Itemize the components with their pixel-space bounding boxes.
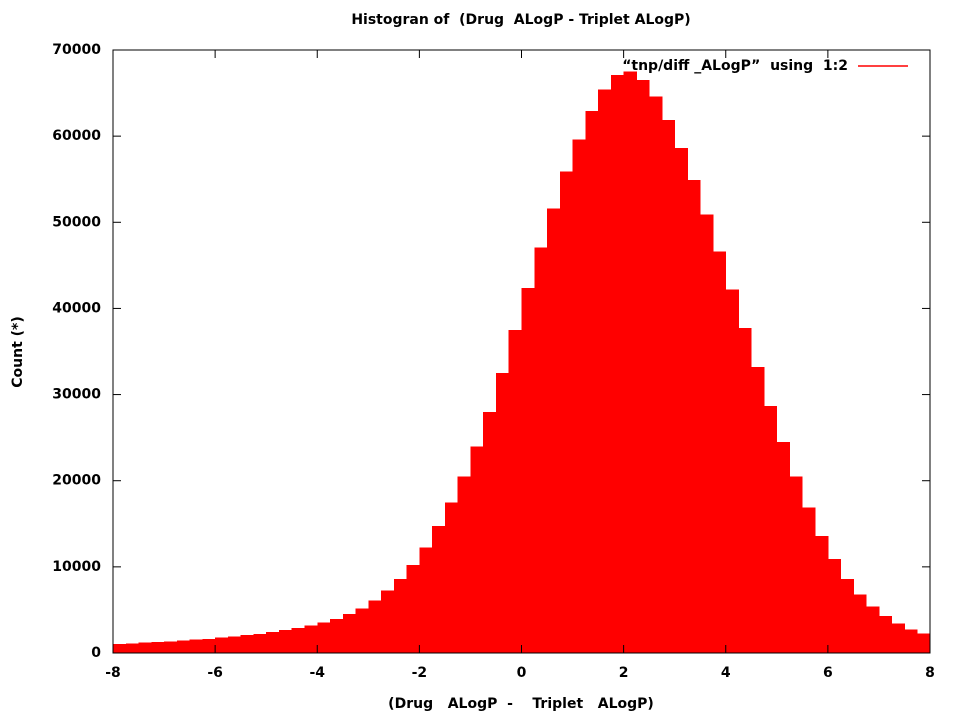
histogram-bar — [764, 405, 778, 653]
histogram-bar — [406, 565, 420, 653]
y-tick-label: 10000 — [52, 559, 101, 575]
histogram-bar — [215, 637, 229, 653]
histogram-bar — [330, 618, 344, 653]
y-tick-label: 50000 — [52, 214, 101, 230]
histogram-bar — [368, 600, 382, 653]
histogram-bar — [521, 287, 535, 653]
histogram-bar — [636, 80, 650, 653]
plot-area — [113, 71, 931, 654]
histogram-bar — [585, 111, 599, 653]
histogram-bar — [712, 251, 727, 653]
histogram-bar — [419, 547, 433, 653]
y-tick-label: 70000 — [52, 42, 101, 58]
histogram-bar — [342, 614, 356, 653]
histogram-bar — [802, 507, 816, 653]
histogram-bar — [240, 635, 254, 653]
histogram-bar — [789, 476, 803, 653]
y-tick-label: 0 — [91, 645, 101, 661]
x-tick-label: 6 — [823, 665, 833, 681]
histogram-bar — [291, 627, 305, 653]
histogram-bar — [827, 559, 842, 653]
histogram-bar — [891, 623, 905, 653]
histogram-bar — [189, 639, 203, 653]
x-tick-label: -2 — [412, 665, 428, 681]
histogram-bar — [138, 642, 152, 653]
histogram-bar — [661, 119, 676, 654]
histogram-bar — [317, 622, 331, 653]
histogram-bar — [176, 640, 190, 653]
histogram-bar — [444, 502, 459, 653]
y-tick-label: 30000 — [52, 387, 101, 403]
histogram-bar — [495, 373, 510, 653]
histogram-bar — [534, 247, 548, 653]
histogram-bar — [227, 636, 242, 653]
histogram-bar — [751, 367, 765, 653]
histogram-bar — [674, 148, 688, 653]
legend-label: “tnp/diff _ALogP” using 1:2 — [622, 58, 848, 74]
histogram-bar — [866, 606, 880, 653]
histogram-bar — [700, 214, 714, 654]
y-tick-label: 60000 — [52, 128, 101, 144]
histogram-bar — [164, 641, 178, 653]
y-tick-label: 40000 — [52, 300, 101, 316]
histogram-bar — [253, 633, 267, 653]
histogram-bar — [738, 328, 752, 653]
y-axis-label: Count (*) — [10, 316, 26, 388]
histogram-bar — [508, 329, 522, 653]
x-tick-label: 2 — [619, 665, 629, 681]
histogram-bar — [623, 71, 637, 654]
histogram-bar — [470, 446, 484, 653]
histogram-bar — [725, 289, 739, 653]
histogram-bar — [559, 171, 573, 653]
histogram-bar — [457, 476, 471, 653]
histogram-bar — [304, 625, 318, 653]
histogram-bar — [610, 74, 625, 653]
x-tick-label: -8 — [105, 665, 121, 681]
histogram-bar — [125, 643, 139, 653]
histogram-bar — [815, 535, 829, 653]
histogram-bar — [572, 139, 586, 654]
histogram-bar — [151, 642, 165, 653]
x-axis-label: (Drug ALogP - Triplet ALogP) — [388, 696, 654, 712]
histogram-bar — [266, 632, 280, 653]
histogram-bar — [113, 644, 127, 653]
histogram-bar — [393, 578, 408, 653]
histogram-bar — [878, 615, 893, 653]
histogram-bar — [687, 180, 701, 653]
histogram-bar — [381, 590, 395, 653]
x-tick-label: -4 — [309, 665, 325, 681]
x-tick-label: 4 — [721, 665, 731, 681]
histogram-bar — [355, 608, 369, 653]
histogram-bar — [432, 525, 446, 653]
histogram-bar — [904, 629, 918, 653]
chart-title: Histogran of (Drug ALogP - Triplet ALogP… — [351, 12, 690, 28]
histogram-bar — [853, 594, 867, 653]
histogram-bar — [649, 96, 663, 653]
histogram-bar — [202, 638, 216, 653]
histogram-bar — [776, 441, 790, 653]
histogram-bar — [483, 411, 497, 653]
histogram-bar — [547, 208, 561, 653]
histogram-bar — [278, 629, 293, 653]
histogram-bar — [840, 578, 854, 653]
x-tick-label: -6 — [207, 665, 223, 681]
y-tick-label: 20000 — [52, 473, 101, 489]
x-tick-label: 8 — [925, 665, 935, 681]
histogram-bar — [917, 633, 931, 653]
histogram-bar — [598, 89, 612, 653]
x-tick-label: 0 — [517, 665, 527, 681]
